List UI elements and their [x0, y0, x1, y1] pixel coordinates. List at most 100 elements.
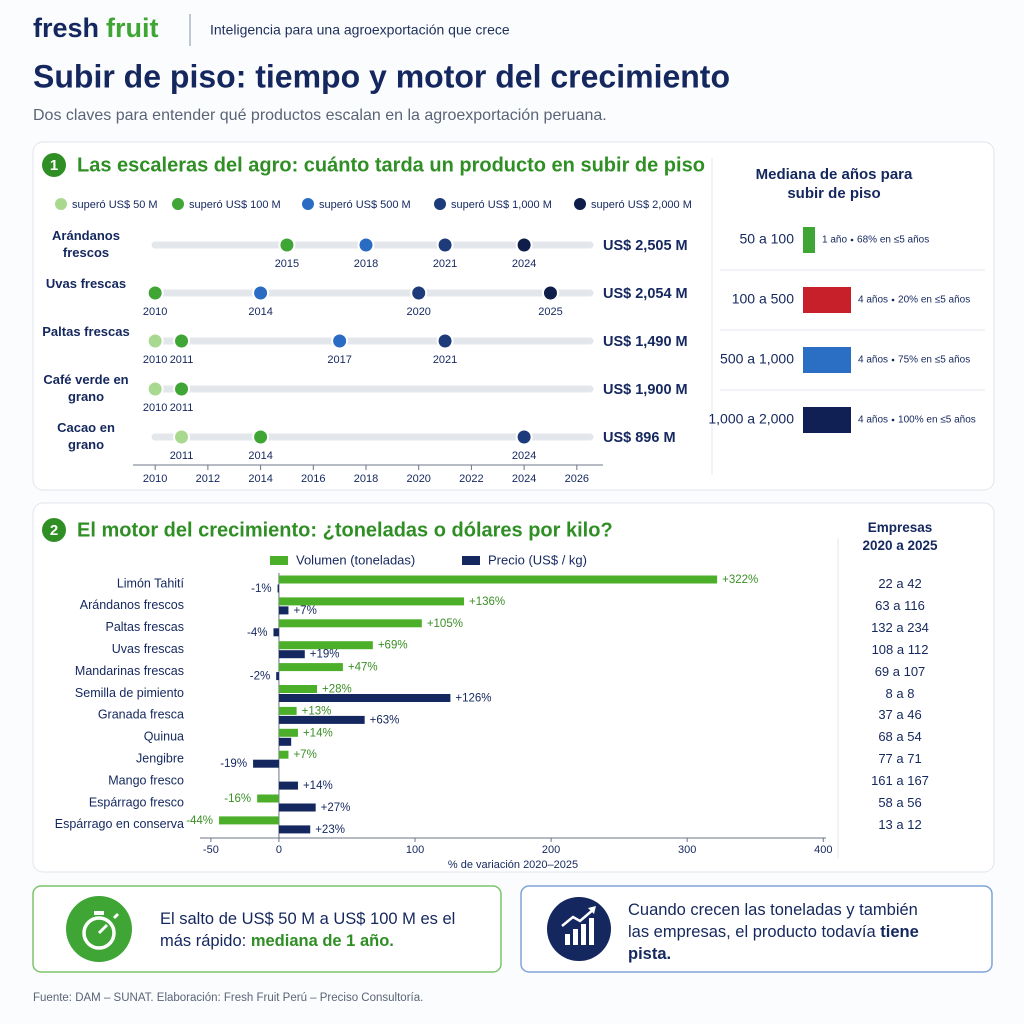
category-label: Semilla de pimiento	[75, 686, 184, 700]
x-tick-label: 2020	[406, 473, 430, 485]
icon-shape	[589, 918, 594, 945]
bar	[278, 685, 318, 693]
x-tick-label: 0	[276, 844, 282, 856]
milestone-dot	[331, 332, 349, 350]
callout-text: Cuando crecen las toneladas y también la…	[628, 899, 928, 965]
callout-body: El salto de US$ 50 M a US$ 100 M es el m…	[160, 910, 456, 950]
milestone-year: 2014	[248, 450, 272, 462]
milestone-dot	[410, 284, 428, 302]
brand-logo: fresh fruit	[33, 13, 159, 43]
x-tick-label: 2010	[143, 473, 167, 485]
section-title: Las escaleras del agro: cuánto tarda un …	[77, 154, 705, 176]
callout-box	[32, 885, 502, 973]
milestone-year: 2011	[170, 402, 194, 414]
category-label: 50 a 100	[740, 231, 795, 247]
legend-swatch	[172, 198, 184, 210]
callout-highlight: tiene pista.	[628, 923, 919, 963]
legend-label: superó US$ 1,000 M	[451, 199, 552, 211]
value-label: 4 años	[858, 295, 888, 306]
legend-swatch	[462, 556, 480, 565]
milestone-dot	[515, 236, 533, 254]
company-label: 108 a 112	[871, 641, 929, 657]
brand: fresh	[33, 13, 99, 43]
note-label: 20% en ≤5 años	[898, 295, 970, 306]
category-label: Uvas frescas	[112, 642, 184, 656]
bar	[278, 663, 343, 672]
category-label: 100 a 500	[732, 291, 794, 307]
bar	[257, 794, 279, 803]
icon-shape	[573, 929, 578, 945]
callout-box	[520, 885, 993, 973]
total-label: US$ 2,054 M	[603, 286, 688, 302]
category-label: 1,000 a 2,000	[708, 411, 794, 427]
milestone-year: 2024	[512, 450, 536, 462]
company-label: 37 a 46	[878, 707, 922, 723]
separator-dot	[891, 358, 895, 362]
milestone-year: 2018	[354, 258, 378, 270]
milestone-dot	[436, 236, 454, 254]
icon-shape	[561, 908, 595, 927]
bar	[278, 575, 718, 584]
bar	[278, 641, 373, 650]
bar	[278, 781, 298, 790]
company-label: 8 a 8	[885, 685, 915, 701]
value-label: -19%	[220, 758, 247, 770]
milestone-dot	[436, 332, 454, 350]
x-tick-label: 2022	[459, 473, 483, 485]
x-tick-label: 200	[542, 844, 560, 856]
card	[32, 141, 995, 491]
section-title: El motor del crecimiento: ¿toneladas o d…	[77, 519, 613, 541]
legend-swatch	[574, 198, 586, 210]
bar	[278, 597, 465, 606]
company-label: 77 a 71	[878, 751, 922, 767]
icon-shape	[588, 906, 596, 914]
milestone-year: 2021	[433, 258, 457, 270]
icon-shape	[112, 912, 120, 920]
value-label: -16%	[224, 793, 251, 805]
bar	[273, 628, 279, 637]
milestone-year: 2010	[143, 306, 167, 318]
bar	[277, 584, 279, 593]
page-title: Subir de piso: tiempo y motor del crecim…	[33, 58, 730, 94]
milestone-dot	[252, 428, 270, 446]
row-label: Arándanos frescos	[52, 228, 120, 260]
bar	[219, 816, 279, 825]
milestone-dot	[173, 332, 191, 350]
category-label: Espárrago fresco	[89, 795, 184, 809]
value-label: +69%	[378, 640, 408, 652]
company-label: 161 a 167	[871, 773, 929, 789]
value-label: +14%	[303, 727, 333, 739]
category-label: Mandarinas frescas	[75, 664, 184, 678]
bar	[803, 227, 815, 253]
note-label: 75% en ≤5 años	[898, 355, 970, 366]
category-label: Quinua	[144, 730, 184, 744]
bar	[278, 737, 292, 746]
legend-label: Precio (US$ / kg)	[488, 552, 587, 567]
milestone-dot	[515, 428, 533, 446]
bar	[276, 672, 279, 681]
brand-accent: fruit	[106, 13, 158, 43]
icon-shape	[565, 934, 570, 945]
value-label: 4 años	[858, 415, 888, 426]
x-tick-label: 2018	[354, 473, 378, 485]
legend-swatch	[55, 198, 67, 210]
milestone-dot	[278, 236, 296, 254]
legend-swatch	[302, 198, 314, 210]
stopwatch-icon	[66, 896, 132, 962]
value-label: +23%	[315, 824, 345, 836]
x-tick-label: 2026	[565, 473, 589, 485]
note-label: 68% en ≤5 años	[857, 235, 929, 246]
row-label: Café verde en grano	[43, 372, 129, 404]
value-label: +7%	[293, 605, 316, 617]
milestone-dot	[146, 380, 164, 398]
milestone-dot	[252, 284, 270, 302]
bar	[278, 803, 316, 812]
category-label: 500 a 1,000	[720, 351, 794, 367]
section-number: 1	[50, 157, 58, 174]
value-label: -4%	[247, 627, 267, 639]
milestone-dot	[146, 284, 164, 302]
row-label: Uvas frescas	[45, 276, 127, 291]
x-tick-label: 100	[406, 844, 424, 856]
